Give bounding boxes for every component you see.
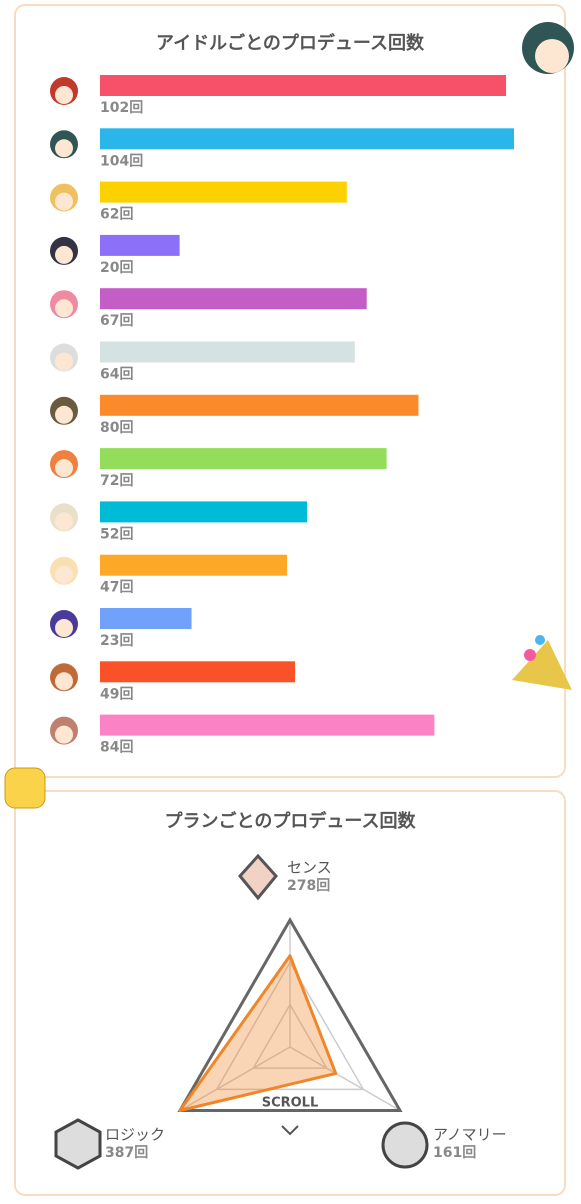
value-label: 23回 bbox=[100, 633, 133, 649]
value-label: 62回 bbox=[100, 207, 133, 223]
radar-value: 387回 bbox=[105, 1145, 148, 1161]
bar bbox=[100, 75, 507, 96]
logic-icon bbox=[54, 1118, 102, 1170]
radar-label: センス bbox=[287, 859, 332, 877]
bar bbox=[100, 394, 419, 416]
idol-face bbox=[55, 672, 73, 691]
bar bbox=[100, 128, 514, 150]
bar bbox=[100, 181, 347, 203]
idol-face bbox=[55, 86, 73, 104]
bar bbox=[100, 234, 180, 256]
idol-face bbox=[55, 139, 73, 158]
bar bbox=[100, 341, 355, 363]
radar-label: ロジック bbox=[105, 1126, 165, 1144]
radar-value: 161回 bbox=[433, 1145, 476, 1161]
value-label: 20回 bbox=[100, 260, 133, 276]
value-label: 104回 bbox=[100, 153, 143, 169]
scroll-arrow[interactable] bbox=[281, 1125, 299, 1136]
bar bbox=[100, 448, 387, 470]
idol-face bbox=[55, 619, 73, 637]
radar-grid bbox=[252, 1003, 328, 1069]
bar bbox=[100, 714, 435, 736]
idol-face bbox=[55, 725, 73, 744]
mascot bbox=[522, 22, 574, 74]
sense-icon bbox=[238, 853, 278, 901]
value-label: 84回 bbox=[100, 740, 133, 756]
radar-area bbox=[178, 954, 338, 1112]
value-label: 72回 bbox=[100, 473, 133, 489]
idol-face bbox=[55, 512, 73, 531]
idol-face bbox=[55, 459, 73, 478]
value-label: 52回 bbox=[100, 526, 133, 542]
idol-face bbox=[55, 405, 73, 424]
value-label: 80回 bbox=[100, 420, 133, 436]
value-label: 67回 bbox=[100, 313, 133, 329]
idol-card bbox=[14, 4, 566, 778]
idol-face bbox=[55, 565, 73, 584]
idol-face bbox=[55, 245, 73, 264]
thumbs-up bbox=[4, 767, 46, 809]
scroll-hint[interactable]: SCROLL bbox=[262, 1096, 319, 1111]
radar-value: 278回 bbox=[287, 878, 330, 894]
party-popper bbox=[512, 635, 572, 690]
value-label: 102回 bbox=[100, 100, 143, 116]
idol-face bbox=[55, 192, 73, 211]
bar bbox=[100, 501, 307, 523]
anomaly-icon bbox=[381, 1121, 429, 1169]
value-label: 47回 bbox=[100, 580, 133, 596]
radar-axis bbox=[179, 1046, 291, 1112]
bar bbox=[100, 608, 192, 629]
chart-title: プランごとのプロデュース回数 bbox=[165, 810, 417, 832]
radar-grid bbox=[215, 960, 365, 1091]
chart-title: アイドルごとのプロデュース回数 bbox=[156, 32, 425, 54]
radar-label: アノマリー bbox=[433, 1126, 507, 1144]
idol-face bbox=[55, 299, 73, 318]
value-label: 64回 bbox=[100, 367, 133, 383]
value-label: 49回 bbox=[100, 686, 133, 702]
bar bbox=[100, 554, 288, 576]
radar-frame bbox=[177, 917, 403, 1112]
bar bbox=[100, 661, 296, 683]
idol-face bbox=[55, 352, 73, 371]
radar-axis bbox=[289, 1046, 401, 1112]
bar bbox=[100, 288, 367, 310]
